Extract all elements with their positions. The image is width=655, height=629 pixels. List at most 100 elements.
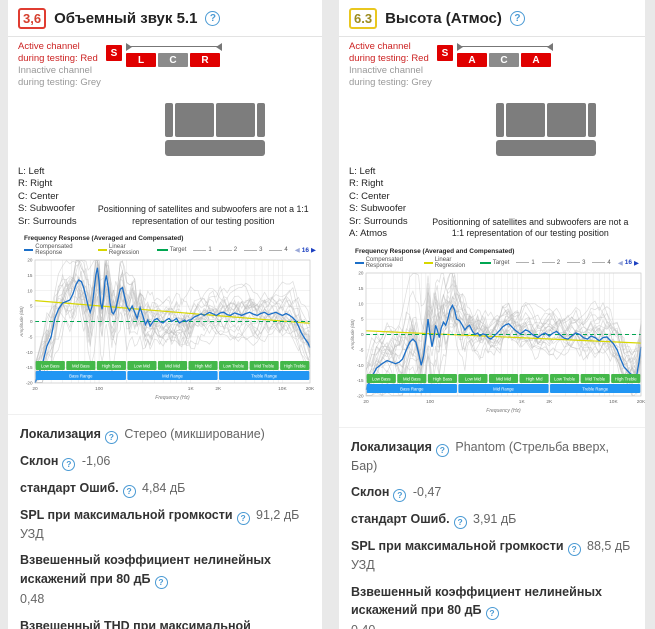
stat-label: стандарт Ошиб. <box>351 512 450 527</box>
legend-label: 2 <box>556 259 561 266</box>
chart-legend-item[interactable]: 1 <box>516 260 535 266</box>
channel-box-l: L <box>126 53 156 67</box>
channel-legend: L: Left R: Right C: Center S: Subwoofer Sr: … <box>18 166 77 229</box>
legend-line-swatch <box>355 261 364 264</box>
svg-text:0: 0 <box>361 332 364 337</box>
legend-line-swatch <box>592 262 606 264</box>
svg-text:High Mid: High Mid <box>526 376 544 381</box>
legend-label: 3 <box>259 247 263 254</box>
svg-text:5: 5 <box>361 316 364 321</box>
stat-row: SPL при максимальной громкости? 91,2 дБ … <box>20 506 310 544</box>
svg-text:High Treble: High Treble <box>615 376 638 381</box>
svg-text:-20: -20 <box>357 393 364 398</box>
help-icon[interactable]: ? <box>205 11 221 26</box>
stats-list: Локализация? Стерео (микширование) Склон?… <box>8 414 322 629</box>
channel-legend-item: R: Right <box>349 178 384 190</box>
chart-legend-item[interactable]: Target <box>156 247 186 253</box>
legend-label: 2 <box>233 247 238 254</box>
chart-legend-item[interactable]: Target <box>479 260 509 266</box>
stat-value: Стерео (микширование) <box>120 427 265 442</box>
help-icon[interactable]: ? <box>236 511 250 525</box>
legend-label: 3 <box>582 259 586 266</box>
stat-value: 4,84 дБ <box>138 480 186 495</box>
help-icon[interactable]: ? <box>154 576 168 590</box>
chart-pager: ◀ 16 ▶ <box>294 246 316 255</box>
help-icon[interactable]: ? <box>567 542 581 556</box>
chart-legend-item[interactable]: Linear Regression <box>424 257 473 269</box>
help-icon[interactable]: ? <box>453 516 467 530</box>
width-arrow-icon <box>457 43 553 51</box>
chart-block: Frequency Response (Averaged and Compens… <box>339 241 645 423</box>
svg-text:High Bass: High Bass <box>102 363 122 368</box>
legend-line-swatch <box>193 249 207 251</box>
stat-value: 0,48 <box>20 592 45 607</box>
speaker-diagram: Active channel during testing: Red Innac… <box>339 37 645 241</box>
stat-label: Склон <box>20 454 59 469</box>
channel-legend-item: S: Subwoofer <box>18 203 76 215</box>
svg-text:Amplitude (dB): Amplitude (dB) <box>19 306 24 338</box>
legend-label: 4 <box>607 259 611 266</box>
legend-line-swatch <box>516 262 530 264</box>
legend-line-swatch <box>269 249 283 251</box>
chart-legend: Compensated Response Linear Regression Tar… <box>18 242 318 257</box>
channel-color-note: Active channel during testing: Red Innac… <box>349 41 435 89</box>
svg-text:20K: 20K <box>637 399 645 405</box>
chart-legend-item[interactable]: 2 <box>541 259 561 266</box>
chart-legend-item[interactable]: Compensated Response <box>355 257 417 269</box>
chart-title: Frequency Response (Averaged and Compens… <box>355 247 515 255</box>
svg-text:Mid Treble: Mid Treble <box>254 363 275 368</box>
svg-text:1K: 1K <box>188 386 195 392</box>
pager-next-icon[interactable]: ▶ <box>634 259 639 267</box>
inactive-channel-note: Innactive channel during testing: Grey <box>18 64 101 88</box>
svg-text:2K: 2K <box>215 386 222 392</box>
legend-label: 1 <box>208 247 212 254</box>
chart-legend-item[interactable]: Compensated Response <box>24 244 91 256</box>
help-icon[interactable]: ? <box>393 489 407 503</box>
svg-text:Frequency (Hz): Frequency (Hz) <box>486 408 521 414</box>
stat-value: 91,2 дБ УЗД <box>20 507 300 541</box>
svg-text:Mid Bass: Mid Bass <box>72 363 90 368</box>
stat-row: стандарт Ошиб.? 4,84 дБ <box>20 479 310 498</box>
chart-pager: ◀ 16 ▶ <box>618 259 639 267</box>
stat-label: SPL при максимальной громкости <box>351 539 564 554</box>
pager-prev-icon[interactable]: ◀ <box>617 259 623 267</box>
svg-text:20: 20 <box>32 386 38 392</box>
chart-legend-item[interactable]: Linear Regression <box>97 244 150 256</box>
chart-legend-item[interactable]: 4 <box>592 259 611 266</box>
chart-legend-item[interactable]: 1 <box>193 247 212 254</box>
legend-line-swatch <box>479 261 491 264</box>
svg-text:10K: 10K <box>278 386 287 392</box>
svg-text:Low Bass: Low Bass <box>372 376 391 381</box>
stat-row: Взвешенный THD при максимальной громкост… <box>20 617 310 629</box>
help-icon[interactable]: ? <box>104 431 118 445</box>
chart-legend-item[interactable]: 3 <box>244 247 262 253</box>
score-badge: 3,6 <box>18 8 47 29</box>
stat-row: SPL при максимальной громкости? 88,5 дБ … <box>351 537 633 575</box>
legend-line-swatch <box>567 262 581 264</box>
width-arrow-icon <box>126 43 222 51</box>
svg-text:20: 20 <box>358 270 364 275</box>
svg-text:Treble Range: Treble Range <box>251 373 277 378</box>
svg-text:20K: 20K <box>306 386 314 392</box>
svg-text:10K: 10K <box>609 399 618 405</box>
chart-legend-item[interactable]: 4 <box>269 247 288 253</box>
chart-legend-item[interactable]: 3 <box>567 260 585 266</box>
stat-row: Склон? -0,47 <box>351 483 633 503</box>
stat-row: Склон? -1,06 <box>20 452 310 471</box>
help-icon[interactable]: ? <box>509 11 525 26</box>
legend-line-swatch <box>244 249 258 251</box>
chart-legend-item[interactable]: 2 <box>218 247 238 254</box>
help-icon[interactable]: ? <box>485 607 499 621</box>
help-icon[interactable]: ? <box>122 484 136 498</box>
channel-legend-item: A: Atmos <box>349 228 388 240</box>
svg-text:2K: 2K <box>546 399 553 405</box>
help-icon[interactable]: ? <box>62 457 76 471</box>
pager-prev-icon[interactable]: ◀ <box>294 247 300 255</box>
pager-next-icon[interactable]: ▶ <box>311 247 316 255</box>
help-icon[interactable]: ? <box>435 443 449 457</box>
svg-text:High Treble: High Treble <box>284 363 307 368</box>
active-channel-note: Active channel during testing: Red <box>18 41 98 64</box>
channel-color-note: Active channel during testing: Red Innac… <box>18 41 104 89</box>
